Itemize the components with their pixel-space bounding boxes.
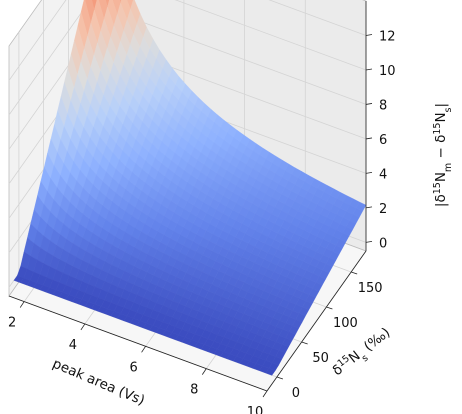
- z-tick-label: 4: [379, 167, 387, 182]
- z-tick-label: 10: [379, 64, 396, 79]
- x-tick-mark: [19, 301, 25, 308]
- z-tick-mark: [365, 68, 373, 71]
- y-tick-mark: [351, 271, 358, 275]
- x-tick-label: 6: [129, 360, 137, 375]
- y-axis-label: δ15Ns (‰): [329, 323, 396, 382]
- y-tick-label: 100: [333, 316, 358, 331]
- x-tick-mark: [262, 390, 268, 398]
- x-tick-label: 8: [190, 383, 198, 398]
- z-tick-label: 0: [379, 236, 387, 251]
- y-axis-line: [266, 250, 367, 392]
- x-tick-label: 4: [69, 338, 77, 353]
- z-tick-mark: [365, 103, 373, 105]
- y-tick-label: 0: [292, 386, 300, 401]
- z-tick-label: 6: [379, 133, 387, 148]
- y-tick-mark: [276, 376, 284, 380]
- x-tick-label: 10: [247, 405, 264, 414]
- y-tick-label: 150: [358, 281, 383, 296]
- surface-patch: [105, 0, 110, 8]
- grid-z-6: [8, 0, 367, 81]
- surface-plot: [13, 0, 367, 376]
- x-axis-line: [8, 295, 268, 392]
- surface-patch: [119, 0, 122, 4]
- surface-patch: [265, 368, 276, 376]
- z-tick-label: 8: [379, 98, 387, 113]
- z-tick-mark: [365, 206, 373, 209]
- y-tick-label: 50: [312, 351, 329, 366]
- x-tick-mark: [80, 323, 86, 331]
- z-tick-label: 12: [379, 29, 396, 44]
- z-tick-mark: [365, 34, 373, 36]
- z-axis-label: |δ15Nm − δ15Ns|: [432, 103, 454, 207]
- y-tick-mark: [301, 341, 308, 345]
- z-tick-mark: [365, 240, 373, 243]
- x-tick-label: 2: [8, 316, 16, 331]
- z-tick-mark: [365, 172, 373, 174]
- z-tick-mark: [365, 137, 373, 140]
- z-tick-label: 2: [379, 202, 387, 217]
- x-tick-mark: [201, 368, 207, 375]
- y-tick-mark: [326, 306, 333, 310]
- x-tick-mark: [141, 346, 146, 353]
- grid-z-5: [8, 0, 367, 116]
